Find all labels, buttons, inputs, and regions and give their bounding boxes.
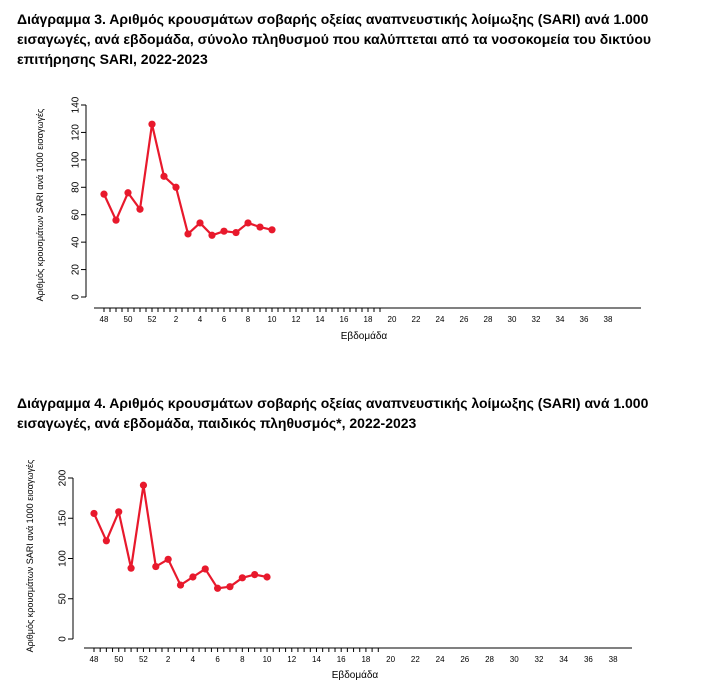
data-point	[214, 584, 222, 592]
x-axis-label: Εβδομάδα	[332, 669, 379, 681]
x-tick-label: 52	[139, 655, 148, 664]
x-tick-label: 52	[148, 315, 157, 324]
x-tick-label: 34	[559, 655, 568, 664]
x-tick-label: 38	[604, 315, 613, 324]
data-point	[201, 565, 209, 573]
x-tick-label: 22	[412, 315, 421, 324]
data-point	[136, 205, 144, 213]
x-axis-label: Εβδομάδα	[341, 330, 388, 342]
data-point	[102, 537, 110, 545]
data-point	[112, 216, 120, 224]
chart-3-plot: 0 20 40 60 80 100 120 140 Αριθμός κρουσμάτων SAR…	[35, 96, 641, 342]
data-point	[127, 564, 135, 572]
data-point	[176, 581, 185, 589]
x-tick-label: 14	[312, 655, 321, 664]
data-point	[220, 227, 228, 235]
data-point	[115, 508, 123, 516]
data-point	[263, 573, 271, 581]
x-tick-label: 4	[191, 655, 196, 664]
data-point	[172, 183, 180, 191]
data-point	[152, 562, 160, 571]
data-point	[238, 574, 246, 582]
y-tick-label: 60	[71, 209, 82, 221]
x-tick-label: 34	[556, 315, 565, 324]
chart-4-title: Διάγραμμα 4. Αριθμός κρουσμάτων σοβαρής …	[17, 395, 649, 431]
x-tick-label: 32	[532, 315, 541, 324]
x-tick-label: 26	[460, 315, 469, 324]
x-tick-label: 48	[90, 655, 99, 664]
y-tick-label: 20	[71, 264, 82, 276]
x-tick-label: 2	[174, 315, 179, 324]
x-tick-label: 28	[485, 655, 494, 664]
data-point	[139, 481, 148, 489]
data-point	[244, 219, 252, 227]
x-tick-label: 18	[361, 655, 370, 664]
x-tick-label: 22	[411, 655, 420, 664]
x-tick-label: 26	[460, 655, 469, 664]
data-point	[256, 223, 264, 231]
data-point	[189, 573, 197, 581]
x-tick-label: 24	[436, 655, 445, 664]
data-point	[232, 228, 240, 237]
x-tick-label: 2	[166, 655, 171, 664]
data-point	[268, 226, 276, 234]
data-point	[100, 190, 108, 198]
x-tick-label: 20	[388, 315, 397, 324]
data-point	[124, 189, 132, 197]
y-tick-label: 100	[71, 151, 82, 168]
y-axis-label: Αριθμός κρουσμάτων SARI ανά 1000 εισαγωγ…	[35, 108, 45, 301]
x-tick-label: 6	[222, 315, 227, 324]
x-tick-label: 16	[337, 655, 346, 664]
x-tick-label: 20	[386, 655, 395, 664]
y-tick-label: 140	[71, 96, 82, 113]
data-point	[226, 583, 234, 591]
x-tick-label: 12	[292, 315, 301, 324]
x-tick-label: 30	[510, 655, 519, 664]
y-axis-label: Αριθμός κρουσμάτων SARI ανά 1000 εισαγωγ…	[25, 459, 35, 652]
y-tick-label: 100	[58, 550, 69, 567]
data-point	[160, 172, 168, 180]
y-tick-label: 50	[58, 593, 69, 605]
x-tick-label: 48	[100, 315, 109, 324]
y-tick-label: 200	[58, 469, 69, 486]
x-tick-label: 32	[535, 655, 544, 664]
x-tick-label: 18	[364, 315, 373, 324]
x-tick-label: 8	[246, 315, 251, 324]
x-tick-label: 10	[263, 655, 272, 664]
x-tick-label: 14	[316, 315, 325, 324]
x-tick-label: 12	[287, 655, 296, 664]
y-tick-label: 0	[71, 294, 82, 300]
data-point	[208, 231, 216, 239]
chart-3-title: Διάγραμμα 3. Αριθμός κρουσμάτων σοβαρής …	[17, 11, 652, 67]
x-tick-label: 28	[484, 315, 493, 324]
y-tick-label: 40	[71, 236, 82, 248]
data-point	[184, 230, 192, 238]
data-point	[90, 509, 98, 518]
x-tick-label: 16	[340, 315, 349, 324]
x-tick-label: 8	[240, 655, 245, 664]
x-tick-label: 6	[215, 655, 220, 664]
x-tick-label: 30	[508, 315, 517, 324]
x-tick-label: 50	[114, 655, 123, 664]
data-point	[148, 120, 156, 128]
x-tick-label: 38	[609, 655, 618, 664]
y-tick-label: 120	[71, 124, 82, 141]
y-tick-label: 0	[58, 636, 69, 642]
x-tick-label: 36	[580, 315, 589, 324]
series-line	[92, 484, 268, 590]
y-tick-label: 150	[58, 509, 69, 526]
x-tick-label: 36	[584, 655, 593, 664]
data-point	[196, 219, 204, 227]
x-tick-label: 24	[436, 315, 445, 324]
data-point	[164, 555, 172, 563]
x-tick-label: 10	[268, 315, 277, 324]
x-tick-label: 50	[124, 315, 133, 324]
y-tick-label: 80	[71, 181, 82, 193]
data-point	[251, 571, 259, 579]
x-tick-label: 4	[198, 315, 203, 324]
